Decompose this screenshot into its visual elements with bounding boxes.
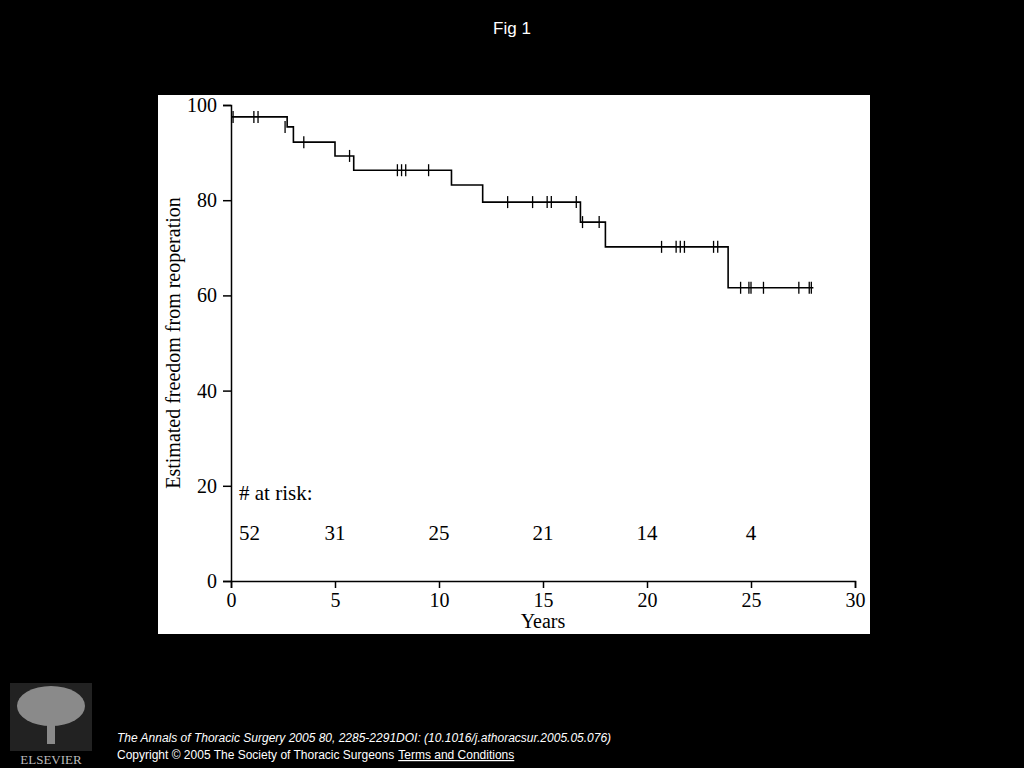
censor-mark xyxy=(303,136,304,148)
x-tick: 15 xyxy=(534,581,554,611)
x-tick-mark xyxy=(231,581,233,588)
censor-mark xyxy=(349,150,350,162)
censor-mark xyxy=(284,121,285,133)
x-tick-mark xyxy=(647,581,649,588)
citation: The Annals of Thoracic Surgery 2005 80, … xyxy=(117,731,611,745)
censor-mark xyxy=(257,111,258,123)
copyright: Copyright © 2005 The Society of Thoracic… xyxy=(117,748,394,762)
x-axis-title: Years xyxy=(521,610,566,632)
y-axis-title: Estimated freedom from reoperation xyxy=(162,197,185,489)
x-tick-mark xyxy=(543,581,545,588)
x-tick: 0 xyxy=(227,581,237,611)
y-tick: 80 xyxy=(197,189,231,211)
y-tick-label: 80 xyxy=(197,189,217,211)
censor-mark xyxy=(599,216,600,228)
x-tick-label: 10 xyxy=(430,589,450,611)
at-risk-count: 31 xyxy=(325,521,346,545)
x-tick: 10 xyxy=(430,581,450,611)
x-tick-mark xyxy=(751,581,753,588)
x-tick: 25 xyxy=(742,581,762,611)
x-tick-mark xyxy=(439,581,441,588)
censor-mark xyxy=(809,282,810,294)
censor-mark xyxy=(405,164,406,176)
censor-mark xyxy=(232,111,233,123)
background xyxy=(0,0,1024,768)
censor-mark xyxy=(397,164,398,176)
survival-curve xyxy=(231,117,813,288)
x-axis-line xyxy=(232,582,856,589)
y-tick: 100 xyxy=(187,94,231,116)
logo-box xyxy=(10,683,92,751)
censor-mark xyxy=(748,282,749,294)
censor-mark xyxy=(798,282,799,294)
x-tick: 5 xyxy=(331,581,341,611)
y-tick-mark xyxy=(223,486,231,488)
at-risk-count: 52 xyxy=(239,521,260,545)
x-tick-mark xyxy=(855,581,857,588)
y-tick-mark xyxy=(223,200,231,202)
y-tick: 60 xyxy=(197,284,231,306)
x-tick-label: 5 xyxy=(331,589,341,611)
y-axis-line xyxy=(223,106,232,582)
censor-mark xyxy=(507,196,508,208)
x-tick: 20 xyxy=(638,581,658,611)
censor-mark xyxy=(532,196,533,208)
y-axis: 0 20 40 60 80 100 xyxy=(187,94,232,592)
censor-mark xyxy=(661,241,662,253)
y-tick: 40 xyxy=(197,380,231,402)
censor-mark xyxy=(675,241,676,253)
y-tick-label: 100 xyxy=(187,94,217,116)
at-risk-count: 4 xyxy=(746,521,757,545)
x-axis: 0 5 10 15 20 25 30 xyxy=(227,581,866,611)
publisher-logo: ELSEVIER xyxy=(10,683,92,767)
x-tick-label: 15 xyxy=(534,589,554,611)
x-tick-label: 25 xyxy=(742,589,762,611)
censor-mark xyxy=(740,282,741,294)
y-tick: 20 xyxy=(197,475,231,497)
slide: Fig 1 0 20 40 60 80 100 0 5 10 15 20 25 30 Years Estima… xyxy=(0,0,1024,768)
chart-panel xyxy=(158,95,870,634)
slide-title: Fig 1 xyxy=(493,19,531,38)
censor-mark xyxy=(401,164,402,176)
at-risk-count: 25 xyxy=(429,521,450,545)
at-risk-label: # at risk: xyxy=(239,481,313,505)
y-tick-label: 20 xyxy=(197,475,217,497)
censor-mark xyxy=(811,282,812,294)
logo-tree-trunk xyxy=(47,718,55,744)
censor-mark xyxy=(713,241,714,253)
censor-mark xyxy=(680,241,681,253)
censor-mark xyxy=(547,196,548,208)
censor-mark xyxy=(763,282,764,294)
x-tick-mark xyxy=(335,581,337,588)
censor-mark xyxy=(428,164,429,176)
y-tick-mark xyxy=(223,295,231,297)
censor-mark xyxy=(582,216,583,228)
y-tick-mark xyxy=(223,105,231,107)
terms-link[interactable]: Terms and Conditions xyxy=(398,748,514,762)
x-tick: 30 xyxy=(846,581,866,611)
y-tick-label: 0 xyxy=(207,570,217,592)
y-tick-label: 60 xyxy=(197,284,217,306)
censor-mark xyxy=(684,241,685,253)
y-tick-mark xyxy=(223,581,231,583)
censor-mark xyxy=(551,196,552,208)
censor-mark xyxy=(750,282,751,294)
x-tick-label: 0 xyxy=(227,589,237,611)
censor-mark xyxy=(576,196,577,208)
x-tick-label: 20 xyxy=(638,589,658,611)
copyright-line: Copyright © 2005 The Society of Thoracic… xyxy=(117,748,514,762)
censor-mark xyxy=(717,241,718,253)
plot-area xyxy=(231,111,813,294)
at-risk-count: 14 xyxy=(637,521,659,545)
y-tick-mark xyxy=(223,390,231,392)
publisher-name: ELSEVIER xyxy=(20,752,82,767)
at-risk-count: 21 xyxy=(533,521,554,545)
y-tick-label: 40 xyxy=(197,380,217,402)
censor-mark xyxy=(253,111,254,123)
x-tick-label: 30 xyxy=(846,589,866,611)
